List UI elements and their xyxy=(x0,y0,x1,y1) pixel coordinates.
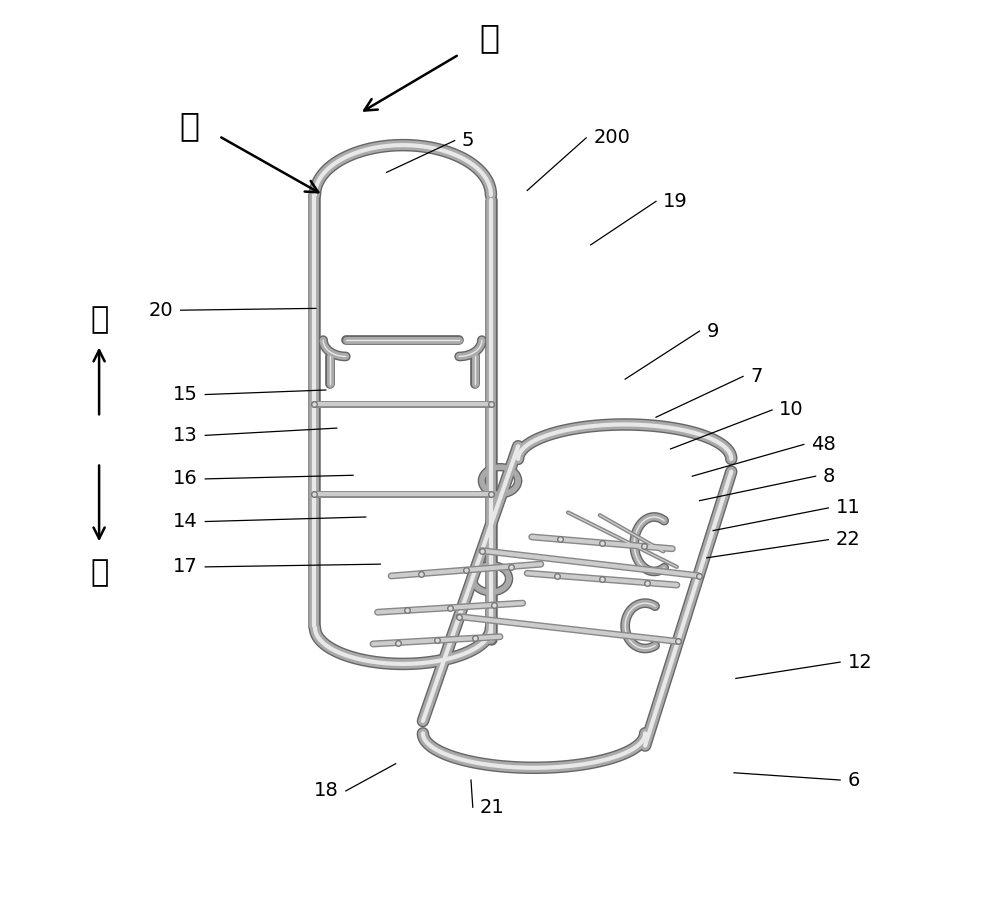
Text: 16: 16 xyxy=(173,470,198,488)
Text: 19: 19 xyxy=(663,192,688,210)
Text: 10: 10 xyxy=(779,401,804,419)
Text: 左: 左 xyxy=(479,22,499,54)
Text: 5: 5 xyxy=(462,132,474,150)
Text: 下: 下 xyxy=(90,558,108,587)
Text: 200: 200 xyxy=(593,129,630,147)
Text: 13: 13 xyxy=(173,426,198,444)
Text: 8: 8 xyxy=(823,467,835,485)
Text: 9: 9 xyxy=(707,322,719,340)
Text: 22: 22 xyxy=(836,531,860,549)
Text: 6: 6 xyxy=(847,771,860,789)
Text: 15: 15 xyxy=(173,385,198,404)
Text: 20: 20 xyxy=(149,301,173,319)
Text: 12: 12 xyxy=(847,653,872,671)
Text: 右: 右 xyxy=(180,109,200,141)
Text: 上: 上 xyxy=(90,305,108,334)
Text: 7: 7 xyxy=(750,367,763,385)
Text: 11: 11 xyxy=(836,499,860,517)
Text: 14: 14 xyxy=(173,512,198,531)
Text: 18: 18 xyxy=(314,782,339,800)
Text: 48: 48 xyxy=(811,435,836,454)
Text: 17: 17 xyxy=(173,558,198,576)
Text: 21: 21 xyxy=(480,798,505,816)
